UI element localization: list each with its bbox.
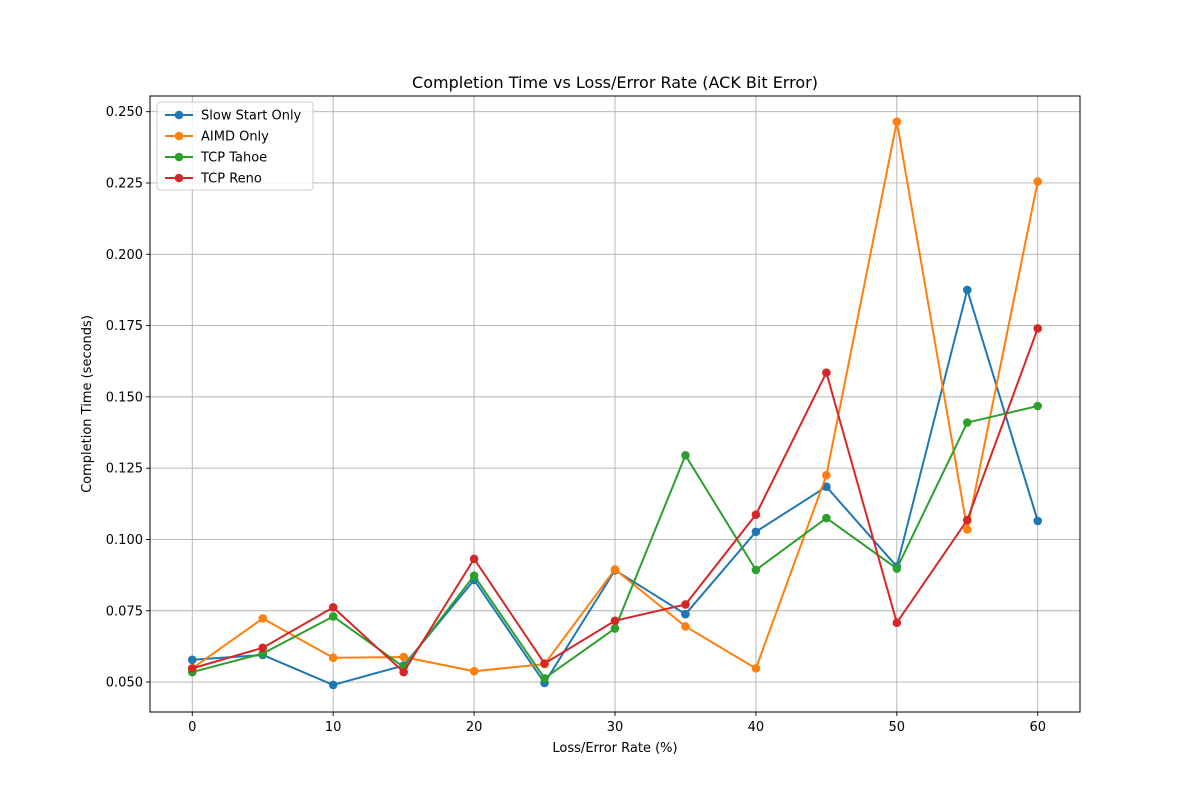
data-point-aimd-only [892, 117, 902, 126]
data-point-aimd-only [258, 614, 268, 623]
data-point-tcp-reno [399, 667, 408, 677]
data-point-tcp-tahoe [892, 564, 902, 573]
legend-label-tcp-reno: TCP Reno [200, 172, 262, 187]
x-tick-label: 10 [325, 720, 342, 735]
data-point-tcp-reno [962, 515, 972, 525]
data-point-aimd-only [399, 652, 408, 662]
x-tick-label: 30 [607, 720, 624, 735]
legend-label-slow-start-only: Slow Start Only [201, 109, 302, 124]
series-tcp-tahoe [187, 401, 1043, 683]
legend: Slow Start Only AIMD Only TCP Tahoe TCP Ren… [156, 101, 314, 191]
legend-swatch-marker-tcp-reno [174, 173, 184, 183]
y-tick-label: 0.100 [106, 533, 143, 548]
legend-swatch-marker-aimd-only [174, 131, 184, 141]
data-point-slow-start-only [822, 482, 831, 492]
legend-frame [156, 101, 314, 191]
data-point-tcp-tahoe [962, 418, 972, 427]
x-tick-label: 20 [466, 720, 483, 735]
y-axis-label: Completion Time (seconds) [80, 315, 95, 493]
data-point-tcp-reno [822, 368, 831, 377]
x-axis-label: Loss/Error Rate (%) [552, 741, 677, 756]
data-point-aimd-only [681, 622, 690, 631]
data-point-tcp-reno [540, 659, 549, 668]
x-axis: 0 10 20 30 40 50 60 [188, 712, 1046, 735]
y-axis: 0.050 0.075 0.100 0.125 0.150 0.175 0.200 0.225… [106, 105, 150, 691]
data-point-aimd-only [1033, 177, 1043, 186]
data-point-aimd-only [822, 470, 831, 480]
y-tick-label: 0.050 [106, 676, 143, 691]
y-tick-label: 0.200 [106, 248, 143, 263]
y-tick-label: 0.150 [106, 390, 143, 405]
data-point-tcp-reno [892, 618, 902, 628]
data-point-tcp-tahoe [328, 612, 338, 621]
data-point-tcp-tahoe [540, 674, 549, 683]
data-point-tcp-reno [469, 554, 479, 564]
data-point-tcp-reno [187, 664, 197, 673]
grid-layer [150, 96, 1080, 712]
chart-title: Completion Time vs Loss/Error Rate (ACK … [412, 73, 818, 92]
data-point-tcp-reno [1033, 324, 1043, 333]
x-tick-label: 50 [889, 720, 906, 735]
data-point-tcp-tahoe [1033, 401, 1043, 411]
legend-items: Slow Start Only AIMD Only TCP Tahoe TCP Ren… [165, 109, 302, 187]
legend-swatch-marker-tcp-tahoe [174, 152, 184, 162]
x-tick-label: 40 [748, 720, 765, 735]
data-point-tcp-tahoe [681, 451, 690, 460]
y-tick-label: 0.225 [106, 176, 143, 191]
data-point-tcp-tahoe [610, 624, 620, 633]
data-point-tcp-tahoe [469, 571, 479, 580]
data-point-aimd-only [751, 664, 761, 673]
data-point-aimd-only [469, 666, 479, 676]
y-tick-label: 0.250 [106, 105, 143, 120]
data-point-tcp-reno [681, 600, 690, 609]
data-point-tcp-tahoe [751, 565, 761, 575]
data-point-tcp-reno [751, 510, 761, 519]
data-point-slow-start-only [751, 527, 761, 537]
y-tick-label: 0.125 [106, 462, 143, 477]
legend-swatch-marker-slow-start-only [174, 110, 184, 120]
y-tick-label: 0.175 [106, 319, 143, 334]
x-tick-label: 60 [1029, 720, 1046, 735]
x-tick-label: 0 [188, 720, 196, 735]
series-tcp-reno [187, 324, 1043, 677]
data-point-slow-start-only [681, 609, 690, 619]
data-point-aimd-only [962, 525, 972, 534]
legend-label-tcp-tahoe: TCP Tahoe [200, 151, 267, 166]
data-point-tcp-reno [328, 603, 338, 612]
series-layer [187, 117, 1043, 690]
data-point-slow-start-only [328, 680, 338, 690]
y-tick-label: 0.075 [106, 604, 143, 619]
data-point-tcp-reno [258, 643, 268, 653]
data-point-aimd-only [610, 565, 620, 574]
data-point-aimd-only [328, 653, 338, 663]
data-point-slow-start-only [962, 285, 972, 295]
data-point-slow-start-only [1033, 516, 1043, 526]
legend-label-aimd-only: AIMD Only [201, 130, 269, 145]
data-point-tcp-tahoe [822, 513, 831, 523]
data-point-slow-start-only [187, 655, 197, 665]
data-point-tcp-reno [610, 616, 620, 626]
